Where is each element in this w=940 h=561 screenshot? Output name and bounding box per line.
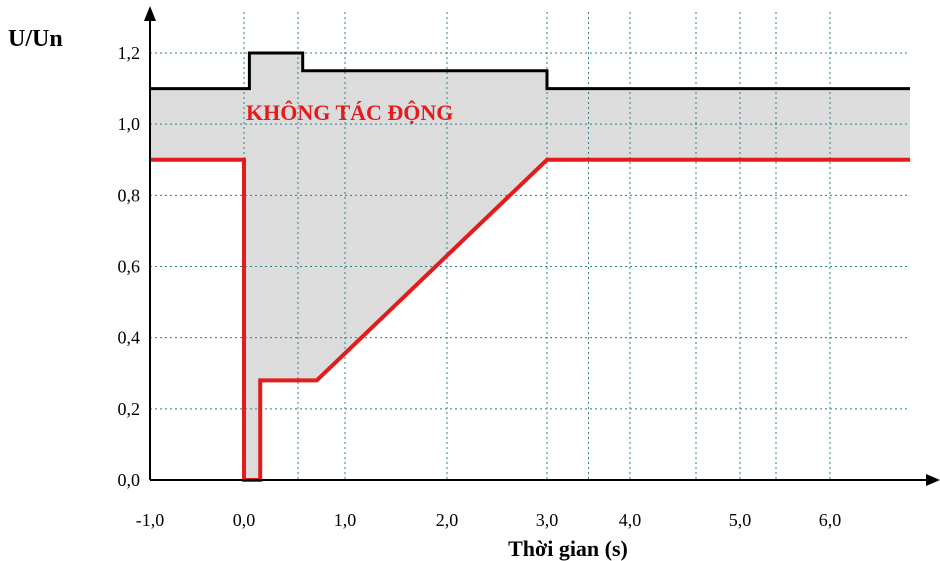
- y-tick-label: 0,8: [118, 185, 141, 205]
- tick-labels: -1,0 0,0 1,0 2,0 3,0 4,0 5,0 6,0 0,0 0,2 0,4 0,6 0,8…: [118, 43, 842, 530]
- x-tick-label: 1,0: [334, 510, 357, 530]
- y-tick-label: 0,0: [118, 470, 141, 490]
- x-tick-label: 3,0: [536, 510, 559, 530]
- region-label: KHÔNG TÁC ĐỘNG: [246, 100, 453, 125]
- series-line-lower-limit: [150, 157, 910, 482]
- x-tick-label: -1,0: [136, 510, 165, 530]
- x-tick-label: 4,0: [619, 510, 642, 530]
- x-tick-label: 5,0: [729, 510, 752, 530]
- y-tick-label: 0,6: [118, 257, 141, 277]
- x-axis-label: Thời gian (s): [508, 536, 628, 561]
- y-tick-label: 1,2: [118, 43, 141, 63]
- y-axis-arrow: [144, 6, 156, 21]
- axes: [144, 6, 940, 486]
- x-tick-label: 6,0: [819, 510, 842, 530]
- y-tick-label: 0,2: [118, 399, 141, 419]
- series-line-upper-limit: [150, 51, 910, 91]
- y-tick-label: 0,4: [118, 328, 141, 348]
- grid: [150, 12, 910, 480]
- x-axis-arrow: [926, 474, 940, 486]
- x-tick-label: 2,0: [436, 510, 459, 530]
- series: [150, 51, 910, 482]
- y-axis-label: U/Un: [8, 26, 63, 52]
- y-tick-label: 1,0: [118, 114, 141, 134]
- x-tick-label: 0,0: [233, 510, 256, 530]
